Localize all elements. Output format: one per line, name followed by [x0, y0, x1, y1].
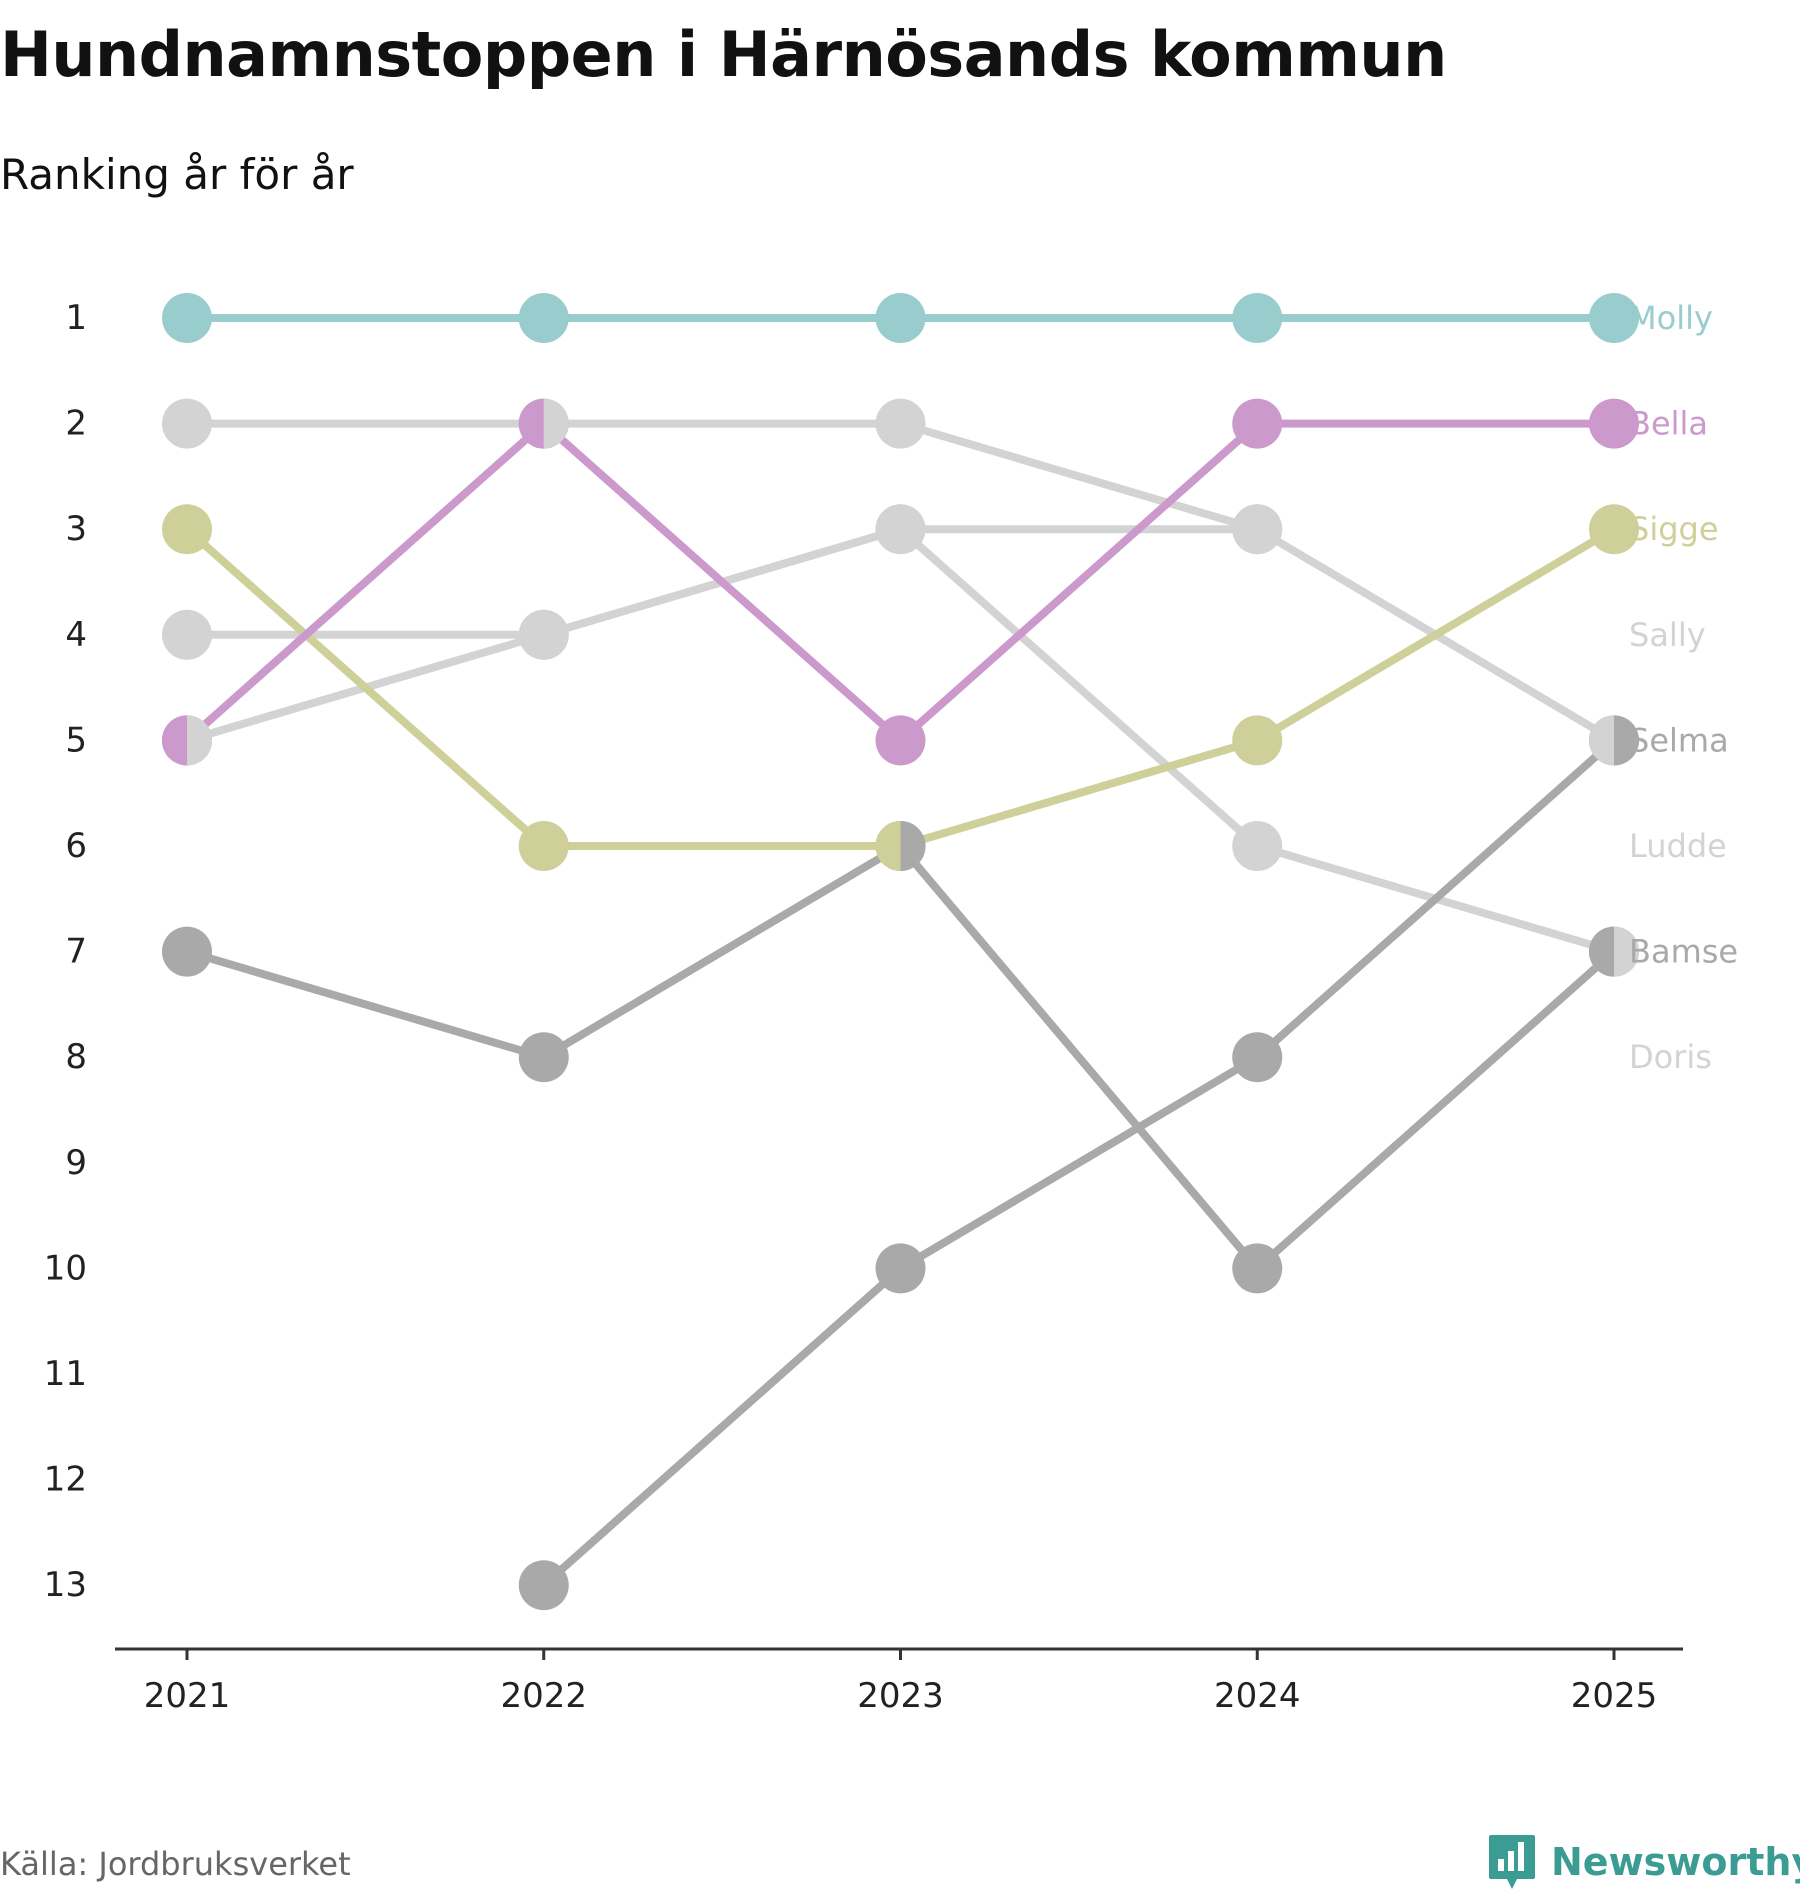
point-molly	[518, 293, 569, 343]
bar-chart-speech-bubble-icon	[1489, 1835, 1535, 1889]
chart-title: Hundnamnstoppen i Härnösands kommun	[0, 18, 1447, 91]
shared-rank-marker-left	[875, 821, 901, 871]
point-sigge	[162, 504, 212, 555]
y-tick-label: 7	[65, 932, 87, 972]
shared-rank-marker-right	[187, 715, 212, 766]
brand-name: Newsworthy	[1551, 1840, 1800, 1884]
point-bella	[1232, 398, 1283, 449]
y-tick-label: 5	[65, 720, 87, 760]
x-tick-label: 2022	[500, 1676, 587, 1716]
y-tick-label: 13	[44, 1565, 87, 1605]
point-bamse	[875, 1243, 926, 1294]
point-bamse	[518, 1560, 569, 1611]
series-line-bamse	[539, 736, 1618, 1590]
point-ludde	[162, 398, 212, 449]
y-tick-label: 10	[44, 1248, 87, 1288]
shared-rank-marker-right	[543, 398, 569, 449]
shared-rank-marker-right	[1614, 715, 1639, 766]
newsworthy-logo: Newsworthy	[1487, 1832, 1800, 1892]
shared-rank-marker-right	[900, 821, 926, 871]
x-tick-label: 2024	[1214, 1676, 1301, 1716]
point-ludde	[875, 398, 926, 449]
point-sigge	[1232, 715, 1283, 766]
point-molly	[1589, 293, 1639, 343]
end-label-doris: Doris	[1629, 1038, 1712, 1076]
x-tick-label: 2021	[144, 1676, 231, 1716]
point-sigge	[518, 821, 569, 871]
point-ludde	[1232, 504, 1283, 555]
end-label-bamse: Bamse	[1629, 933, 1738, 971]
shared-rank-marker-left	[1589, 715, 1614, 766]
point-sally	[162, 609, 212, 660]
shared-rank-marker-left	[518, 398, 544, 449]
y-tick-label: 9	[65, 1143, 87, 1183]
chart-subtitle: Ranking år för år	[0, 150, 354, 199]
point-bella	[875, 715, 926, 766]
point-sally	[518, 609, 569, 660]
y-tick-label: 2	[65, 404, 87, 444]
y-tick-label: 6	[65, 826, 87, 866]
point-selma	[518, 1032, 569, 1083]
y-tick-label: 12	[44, 1460, 87, 1500]
end-label-sigge: Sigge	[1629, 510, 1719, 548]
series-line-sigge	[183, 525, 1618, 850]
point-sigge	[1589, 504, 1639, 555]
shared-rank-marker-left	[1589, 926, 1614, 977]
y-tick-label: 3	[65, 509, 87, 549]
y-tick-label: 8	[65, 1037, 87, 1077]
end-label-selma: Selma	[1629, 721, 1729, 759]
x-tick-label: 2023	[857, 1676, 944, 1716]
series-line-bella	[183, 419, 1618, 745]
end-label-sally: Sally	[1629, 616, 1706, 654]
y-tick-label: 4	[65, 615, 87, 655]
point-molly	[1232, 293, 1283, 343]
point-molly	[875, 293, 926, 343]
end-label-bella: Bella	[1629, 405, 1708, 443]
end-label-ludde: Ludde	[1629, 827, 1727, 865]
point-bamse	[1232, 1032, 1283, 1083]
x-tick-label: 2025	[1571, 1676, 1658, 1716]
point-sally	[1232, 821, 1283, 871]
shared-rank-marker-left	[162, 715, 187, 766]
y-tick-label: 11	[44, 1354, 87, 1394]
shared-rank-marker-right	[1614, 926, 1639, 977]
series-line-selma	[183, 842, 1618, 1273]
point-molly	[162, 293, 212, 343]
point-selma	[1232, 1243, 1283, 1294]
point-sally	[875, 504, 926, 555]
series-line-ludde	[183, 419, 1618, 745]
source-note: Källa: Jordbruksverket	[0, 1845, 351, 1883]
y-tick-label: 1	[65, 298, 87, 338]
point-bella	[1589, 398, 1639, 449]
end-label-molly: Molly	[1629, 299, 1713, 337]
point-selma	[162, 926, 212, 977]
